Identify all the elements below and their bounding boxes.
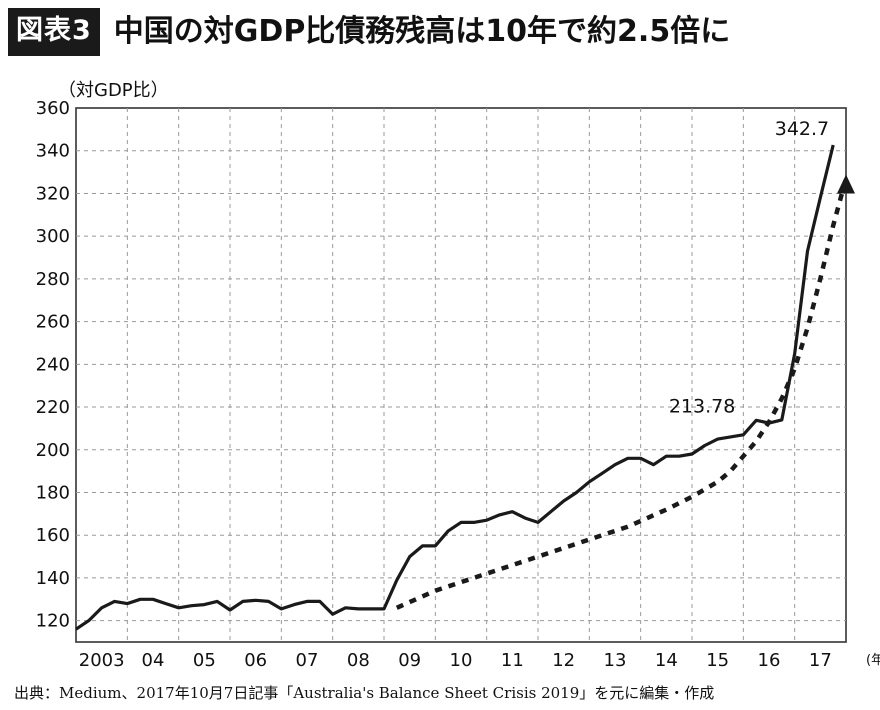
y-tick-label: 220 (36, 397, 70, 418)
x-tick-label: 11 (501, 650, 524, 671)
x-tick-label: 17 (809, 650, 832, 671)
data-label: 213.78 (669, 395, 735, 417)
y-tick-label: 140 (36, 568, 70, 589)
y-tick-label: 260 (36, 312, 70, 333)
x-tick-label: 06 (244, 650, 267, 671)
y-tick-label: 340 (36, 141, 70, 162)
x-tick-label: 15 (706, 650, 729, 671)
x-tick-label: 13 (604, 650, 627, 671)
chart-title: 中国の対GDP比債務残高は10年で約2.5倍に (113, 14, 731, 49)
trend-arrowhead (837, 174, 855, 194)
x-tick-label: 2003 (79, 650, 125, 671)
y-tick-label: 280 (36, 269, 70, 290)
x-tick-label: 09 (398, 650, 421, 671)
x-tick-label: 08 (347, 650, 370, 671)
y-tick-label: 120 (36, 611, 70, 632)
x-tick-label: 12 (552, 650, 575, 671)
y-tick-label: 200 (36, 440, 70, 461)
x-tick-label: 05 (193, 650, 216, 671)
y-tick-label: 320 (36, 183, 70, 204)
y-tick-label: 300 (36, 226, 70, 247)
y-tick-label: 160 (36, 525, 70, 546)
figure-badge: 図表3 (8, 8, 100, 56)
figure-header: 図表3 中国の対GDP比債務残高は10年で約2.5倍に (8, 6, 730, 58)
series-line-debt-ratio (75, 144, 835, 631)
y-tick-label: 240 (36, 354, 70, 375)
x-tick-label: 10 (450, 650, 473, 671)
y-tick-label: 180 (36, 482, 70, 503)
plot-frame (75, 107, 847, 643)
x-tick-label: 14 (655, 650, 678, 671)
y-tick-label: 360 (36, 98, 70, 119)
x-unit-label: (年) (866, 653, 880, 668)
series-line-dotted-trend (395, 177, 849, 610)
data-label: 342.7 (775, 118, 829, 140)
line-chart: 120 140 160 180 200 220 240 260 280 300 320 340 360 2… (36, 80, 880, 671)
x-tick-label: 16 (758, 650, 781, 671)
source-note: 出典：Medium、2017年10月7日記事「Australia's Balan… (14, 684, 715, 702)
y-axis-label: （対GDP比） (58, 80, 169, 101)
x-tick-label: 07 (296, 650, 319, 671)
x-tick-label: 04 (142, 650, 165, 671)
